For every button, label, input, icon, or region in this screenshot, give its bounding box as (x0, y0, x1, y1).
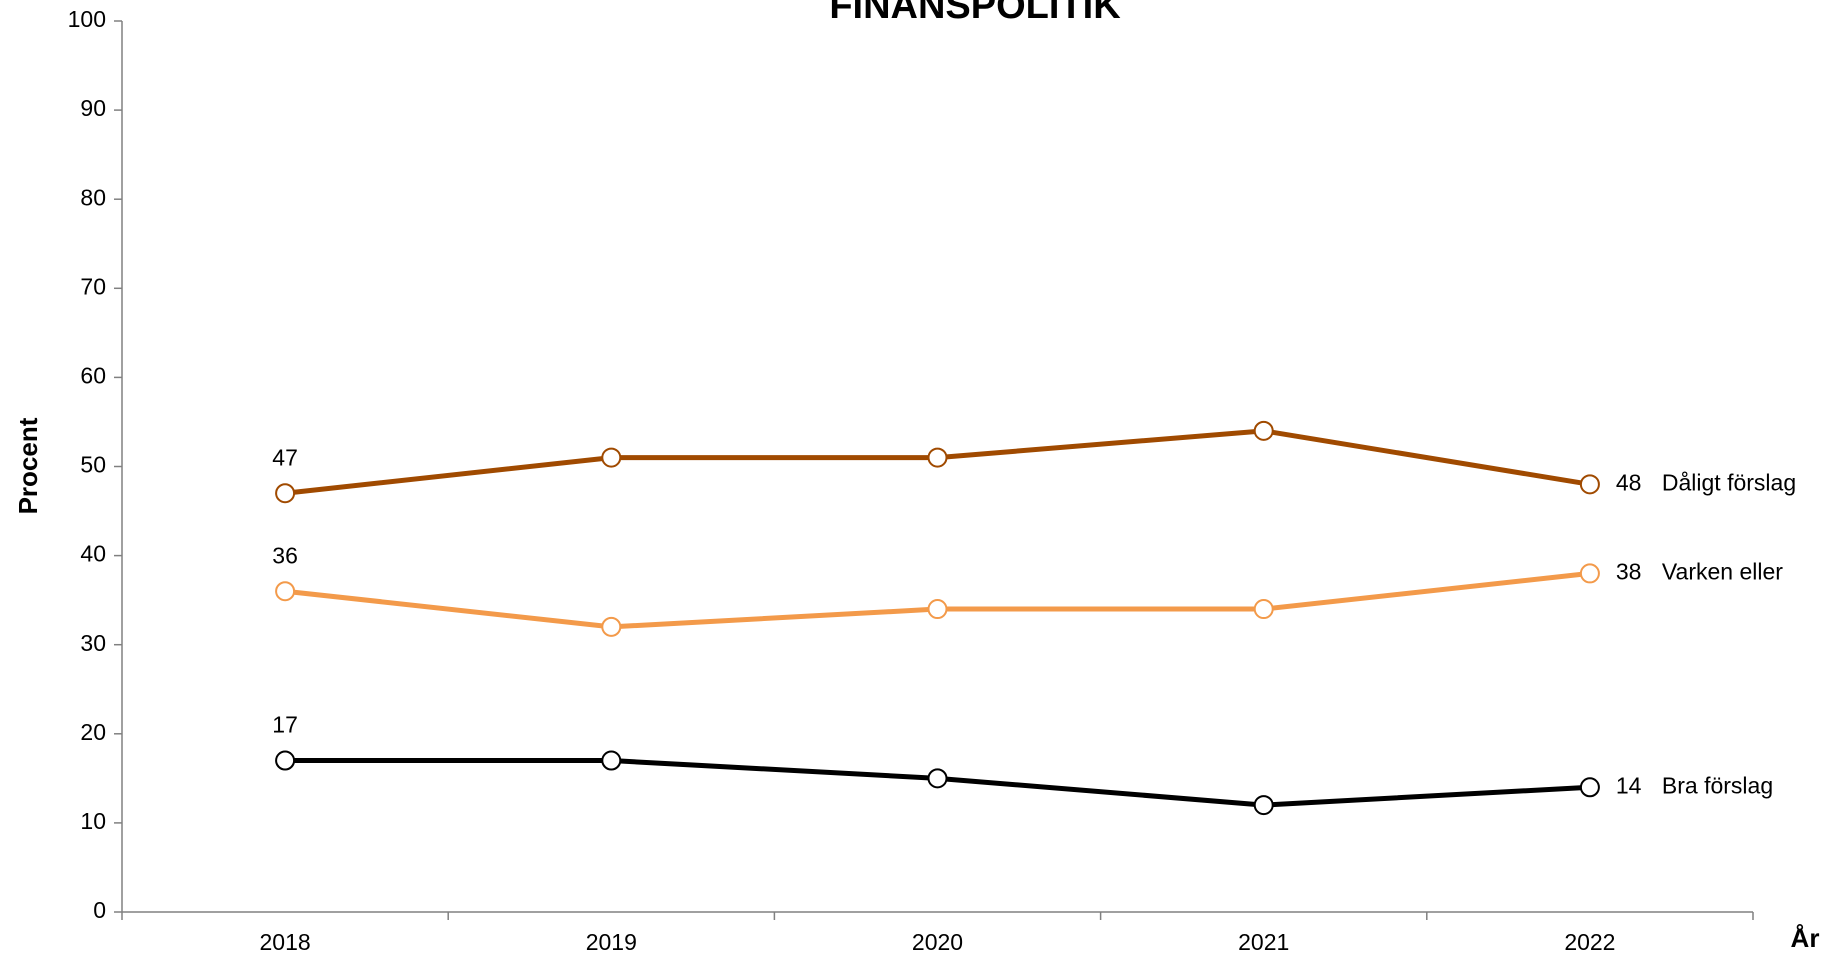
y-tick-label: 80 (80, 184, 106, 210)
data-point (1579, 777, 1600, 798)
data-point (927, 447, 948, 468)
y-tick-label: 100 (68, 6, 106, 32)
y-tick-label: 70 (80, 273, 106, 299)
data-point (927, 768, 948, 789)
data-point (275, 750, 296, 771)
data-point (275, 581, 296, 602)
y-tick-label: 30 (80, 630, 106, 656)
data-point (1579, 563, 1600, 584)
y-tick-label: 20 (80, 719, 106, 745)
data-label: 14 (1616, 772, 1642, 798)
data-label: 36 (272, 542, 298, 568)
x-tick-label: 2022 (1564, 929, 1615, 955)
data-point (601, 750, 622, 771)
data-label: 48 (1616, 469, 1642, 495)
legend-label: Dåligt förslag (1662, 469, 1796, 495)
x-tick-label: 2019 (586, 929, 637, 955)
y-tick-label: 90 (80, 95, 106, 121)
x-tick-label: 2020 (912, 929, 963, 955)
y-tick-label: 10 (80, 808, 106, 834)
data-label: 17 (272, 712, 298, 738)
legend-label: Bra förslag (1662, 772, 1773, 798)
x-axis-title: År (1791, 923, 1820, 953)
data-point (601, 447, 622, 468)
y-tick-label: 40 (80, 541, 106, 567)
y-tick-label: 0 (93, 897, 106, 923)
data-point (275, 483, 296, 504)
data-point (1253, 599, 1274, 620)
data-point (1253, 795, 1274, 816)
x-tick-label: 2018 (260, 929, 311, 955)
data-point (927, 599, 948, 620)
y-axis-title: Procent (13, 417, 43, 514)
legend-label: Varken eller (1662, 558, 1783, 584)
data-point (1253, 420, 1274, 441)
data-point (1579, 474, 1600, 495)
data-label: 38 (1616, 558, 1642, 584)
data-label: 47 (272, 444, 298, 470)
chart-title: FINANSPOLITIK (829, 0, 1121, 27)
data-point (601, 616, 622, 637)
x-tick-label: 2021 (1238, 929, 1289, 955)
y-tick-label: 60 (80, 362, 106, 388)
y-tick-label: 50 (80, 452, 106, 478)
